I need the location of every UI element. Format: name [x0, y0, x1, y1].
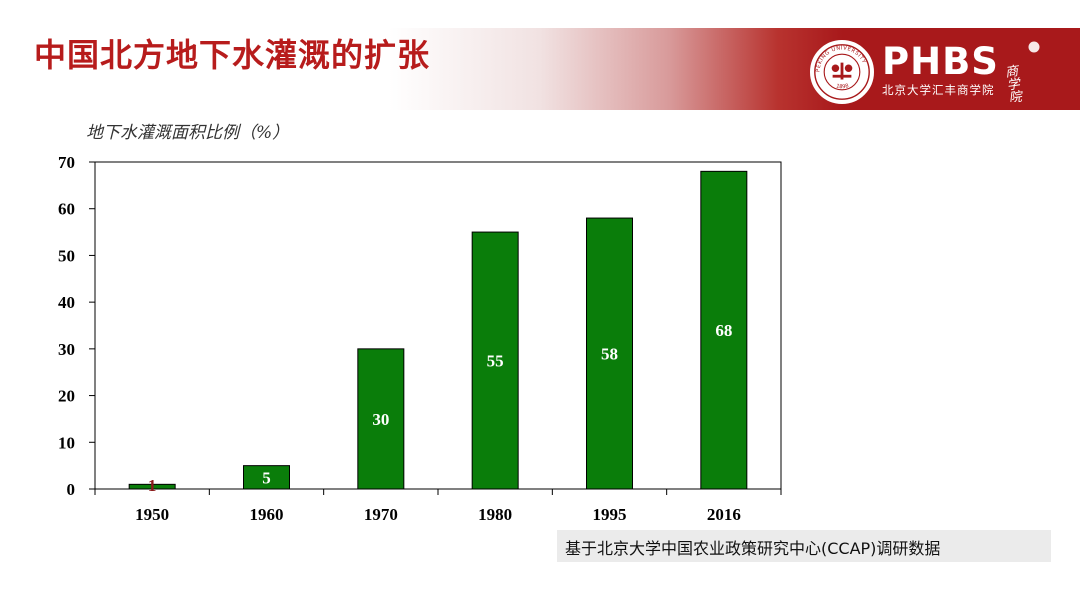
bar-1950: [128, 483, 176, 490]
y-tick-label: 20: [58, 387, 75, 406]
data-label: 1: [148, 476, 157, 495]
y-axis-title: 地下水灌溉面积比例（%）: [86, 123, 290, 143]
phbs-logo: PEKING UNIVERSITY 1898 PHBS 北京大学汇丰商学院 商学…: [810, 36, 1072, 108]
y-tick-label: 40: [58, 293, 75, 312]
x-category-label: 1960: [250, 505, 284, 524]
brand-name: PHBS: [882, 40, 999, 83]
slide-title: 中国北方地下水灌溉的扩张: [34, 36, 431, 74]
y-tick-label: 30: [58, 340, 75, 359]
x-category-label: 1980: [478, 505, 512, 524]
x-category-label: 1995: [593, 505, 627, 524]
data-label: 58: [601, 345, 618, 364]
seal-year: 1898: [835, 83, 849, 90]
data-label: 55: [487, 352, 504, 371]
bar-1960: [243, 465, 290, 490]
calligraphy-mark-icon: 商学院: [1004, 41, 1040, 102]
svg-text:1898: 1898: [835, 83, 849, 90]
y-tick-label: 60: [58, 200, 75, 219]
y-tick-label: 10: [58, 433, 75, 452]
plot-frame: [94, 161, 782, 490]
data-label: 5: [262, 468, 271, 487]
x-category-label: 1950: [135, 505, 169, 524]
data-label: 30: [372, 410, 389, 429]
bar-2016: [700, 170, 748, 490]
bar-1995: [586, 217, 633, 490]
brand-subtitle: 北京大学汇丰商学院: [882, 83, 995, 97]
x-category-label: 1970: [364, 505, 398, 524]
source-note: 基于北京大学中国农业政策研究中心(CCAP)调研数据: [557, 530, 1051, 562]
y-tick-label: 0: [67, 480, 76, 499]
y-tick-label: 50: [58, 246, 75, 265]
header-band: [0, 28, 1080, 110]
peking-university-seal-icon: PEKING UNIVERSITY 1898: [810, 40, 874, 104]
bar-1980: [471, 231, 519, 490]
y-tick-label: 70: [58, 153, 75, 172]
bar-1970: [357, 348, 405, 490]
x-category-label: 2016: [707, 505, 741, 524]
data-label: 68: [715, 321, 732, 340]
